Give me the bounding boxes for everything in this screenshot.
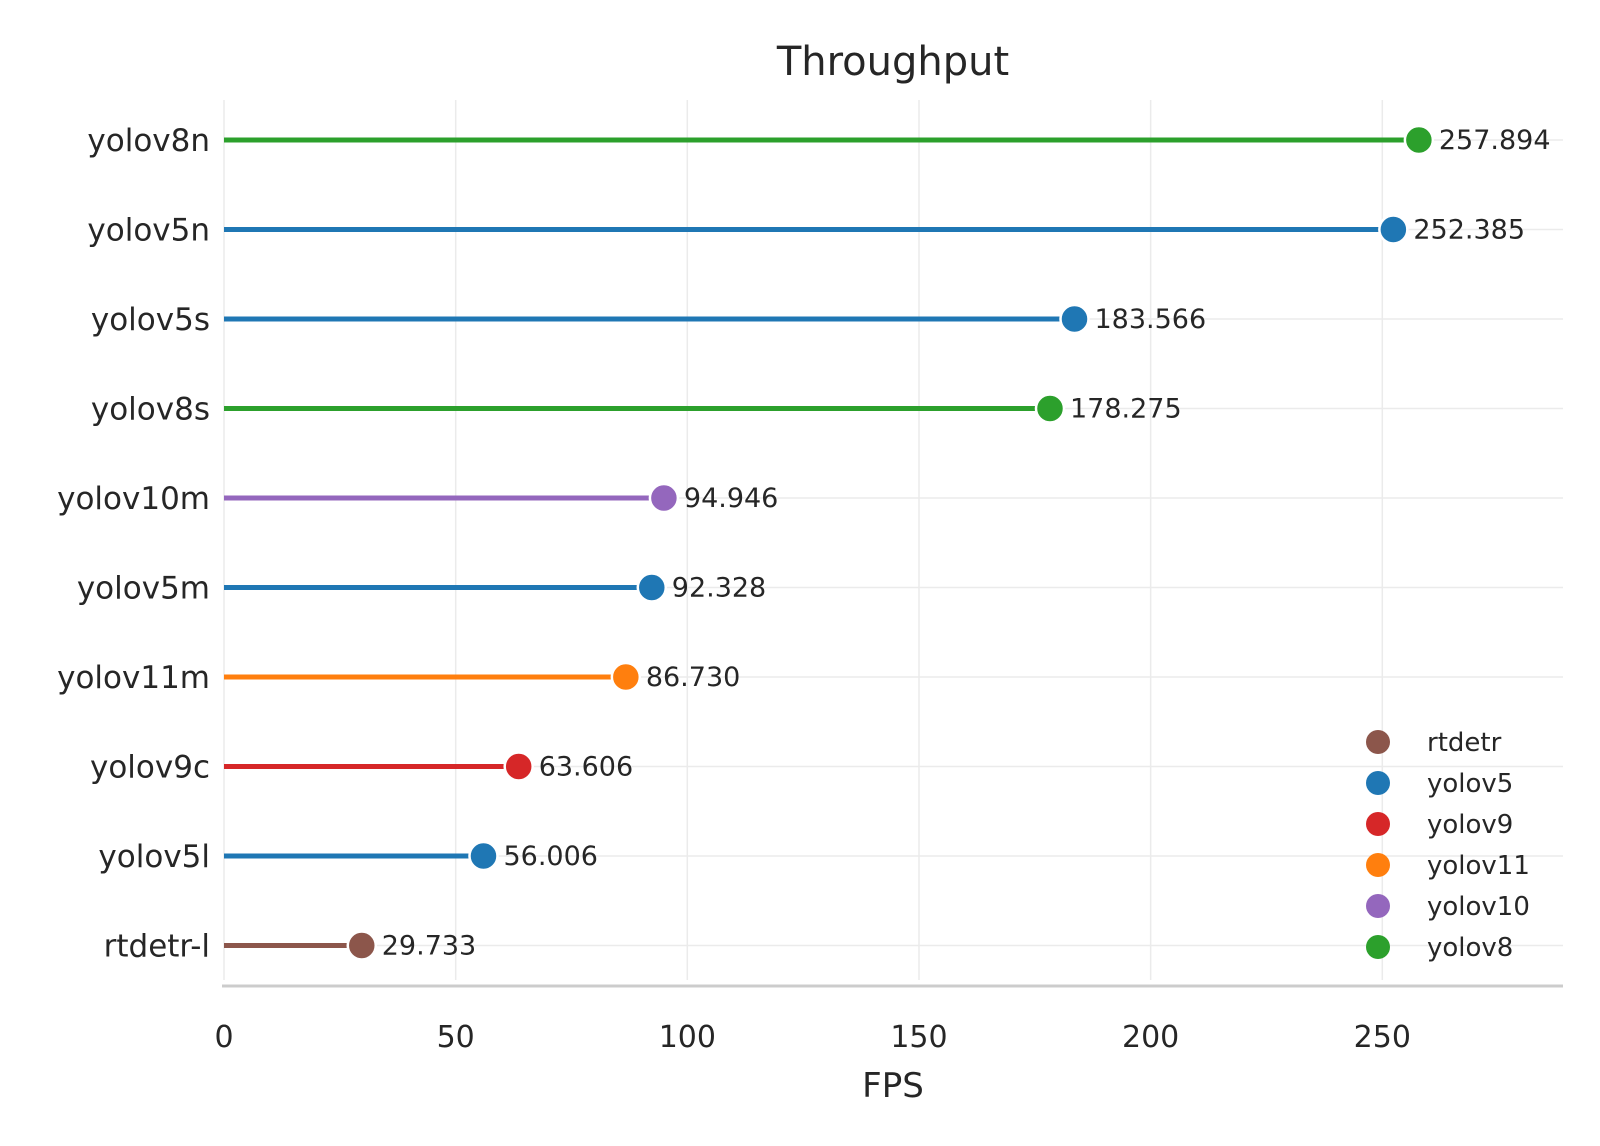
legend: rtdetr yolov5 yolov9 yolov11 yolov10 yolov8 <box>1366 728 1530 963</box>
category-label: yolov10m <box>57 481 210 517</box>
x-tick-label: 50 <box>437 1020 475 1055</box>
x-tick-label: 0 <box>214 1020 233 1055</box>
lollipop-dot <box>503 751 534 782</box>
data-label: 63.606 <box>539 752 633 783</box>
data-label: 183.566 <box>1095 304 1207 335</box>
legend-label-yolov8: yolov8 <box>1427 933 1513 963</box>
category-label: yolov5l <box>98 839 210 875</box>
legend-label-yolov11: yolov11 <box>1427 851 1530 881</box>
data-label: 178.275 <box>1070 394 1182 425</box>
x-tick-label: 150 <box>890 1020 947 1055</box>
x-tick-label: 250 <box>1354 1020 1411 1055</box>
x-tick-label: 200 <box>1122 1020 1179 1055</box>
category-label: yolov5s <box>91 302 210 338</box>
category-label: yolov5n <box>87 213 210 249</box>
lollipop-dot <box>610 661 642 693</box>
data-label: 94.946 <box>684 483 778 514</box>
lollipop-dot <box>648 482 680 514</box>
legend-marker-rtdetr <box>1366 730 1390 754</box>
data-label: 56.006 <box>503 841 597 872</box>
legend-marker-yolov5 <box>1366 771 1390 795</box>
chart-title: Throughput <box>776 39 1009 85</box>
data-label: 92.328 <box>672 573 766 604</box>
lollipop-dot <box>1034 393 1066 424</box>
x-tick-labels: 0 50 100 150 200 250 <box>214 1020 1410 1055</box>
data-label: 257.894 <box>1439 125 1551 156</box>
data-label: 29.733 <box>382 931 476 962</box>
x-axis-title: FPS <box>862 1066 924 1106</box>
lollipop-dot <box>468 840 499 872</box>
category-label: yolov11m <box>57 660 210 696</box>
legend-marker-yolov9 <box>1366 812 1390 836</box>
legend-label-yolov5: yolov5 <box>1427 769 1513 799</box>
chart-marks: 257.894 252.385 183.566 178.275 94.946 92.328… <box>224 124 1551 962</box>
category-label: yolov5m <box>77 571 210 607</box>
data-label: 252.385 <box>1413 215 1525 246</box>
legend-label-yolov10: yolov10 <box>1427 892 1530 922</box>
lollipop-dot <box>1403 124 1435 156</box>
category-label: yolov9c <box>90 750 210 786</box>
legend-marker-yolov10 <box>1366 894 1390 918</box>
legend-marker-yolov11 <box>1366 853 1390 877</box>
y-category-labels: yolov8n yolov5n yolov5s yolov8s yolov10m yolo… <box>57 123 210 965</box>
lollipop-dot <box>1378 214 1409 245</box>
lollipop-dot <box>636 572 668 603</box>
category-label: rtdetr-l <box>104 929 210 965</box>
category-label: yolov8n <box>87 123 210 159</box>
legend-label-yolov9: yolov9 <box>1427 810 1513 840</box>
legend-marker-yolov8 <box>1366 935 1390 959</box>
category-label: yolov8s <box>91 392 210 428</box>
data-label: 86.730 <box>646 662 740 693</box>
x-tick-label: 100 <box>659 1020 716 1055</box>
legend-label-rtdetr: rtdetr <box>1427 728 1502 758</box>
lollipop-dot <box>1059 303 1090 335</box>
lollipop-dot <box>346 930 378 961</box>
